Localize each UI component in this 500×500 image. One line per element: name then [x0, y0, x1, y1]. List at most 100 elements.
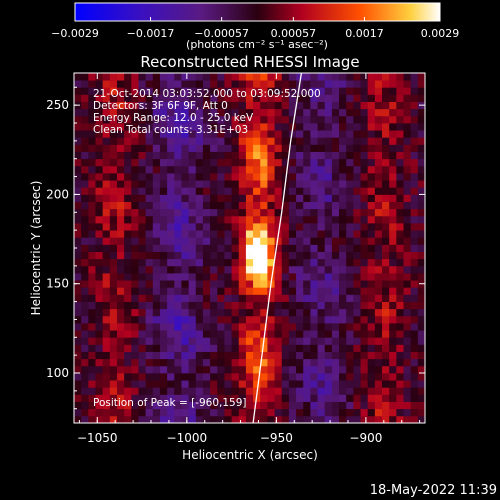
heatmap-cell	[346, 180, 354, 188]
heatmap-cell	[310, 337, 318, 345]
heatmap-cell	[181, 144, 190, 152]
heatmap-cell	[410, 244, 419, 252]
heatmap-cell	[417, 330, 425, 338]
heatmap-cell	[81, 330, 89, 338]
heatmap-cell	[217, 237, 225, 245]
heatmap-cell	[210, 358, 218, 367]
heatmap-cell	[88, 215, 96, 224]
heatmap-cell	[396, 87, 404, 95]
heatmap-cell	[138, 251, 147, 260]
heatmap-cell	[296, 158, 304, 167]
heatmap-cell	[410, 73, 419, 81]
heatmap-cell	[389, 301, 397, 310]
heatmap-cell	[88, 308, 96, 317]
heatmap-cell	[167, 115, 175, 124]
heatmap-cell	[353, 258, 361, 267]
heatmap-cell	[360, 337, 369, 345]
heatmap-cell	[382, 251, 390, 260]
heatmap-cell	[131, 158, 139, 167]
heatmap-cell	[389, 223, 397, 231]
heatmap-cell	[281, 94, 290, 102]
heatmap-cell	[138, 280, 147, 288]
heatmap-cell	[367, 244, 376, 252]
heatmap-cell	[224, 187, 232, 195]
heatmap-cell	[382, 223, 390, 231]
heatmap-cell	[367, 165, 376, 174]
heatmap-cell	[382, 158, 390, 167]
heatmap-cell	[224, 358, 232, 367]
heatmap-cell	[231, 415, 240, 423]
heatmap-cell	[374, 294, 383, 302]
heatmap-cell	[353, 294, 361, 302]
heatmap-cell	[109, 173, 118, 181]
heatmap-cell	[260, 301, 268, 310]
heatmap-cell	[145, 344, 154, 352]
heatmap-cell	[131, 180, 139, 188]
heatmap-cell	[267, 301, 275, 310]
heatmap-cell	[81, 94, 89, 102]
heatmap-cell	[267, 265, 275, 274]
heatmap-cell	[374, 208, 383, 217]
heatmap-cell	[174, 358, 182, 367]
heatmap-cell	[324, 230, 333, 238]
heatmap-cell	[224, 165, 232, 174]
heatmap-cell	[74, 123, 82, 131]
heatmap-cell	[303, 387, 311, 395]
heatmap-cell	[331, 294, 340, 302]
heatmap-cell	[324, 244, 333, 252]
heatmap-cell	[245, 401, 254, 410]
heatmap-cell	[389, 187, 397, 195]
heatmap-cell	[274, 73, 283, 81]
heatmap-cell	[303, 187, 311, 195]
heatmap-cell	[389, 251, 397, 260]
heatmap-cell	[95, 187, 104, 195]
heatmap-cell	[288, 387, 297, 395]
heatmap-cell	[138, 223, 147, 231]
heatmap-cell	[159, 258, 168, 267]
heatmap-cell	[260, 251, 268, 260]
heatmap-cell	[152, 265, 161, 274]
heatmap-cell	[210, 137, 218, 145]
heatmap-cell	[288, 415, 297, 423]
heatmap-cell	[317, 165, 326, 174]
heatmap-cell	[296, 108, 304, 117]
heatmap-cell	[417, 244, 425, 252]
heatmap-cell	[339, 294, 347, 302]
heatmap-cell	[353, 280, 361, 288]
heatmap-cell	[152, 123, 161, 131]
heatmap-cell	[317, 208, 326, 217]
heatmap-cell	[124, 315, 132, 324]
heatmap-cell	[116, 208, 125, 217]
heatmap-cell	[152, 287, 161, 295]
heatmap-cell	[310, 130, 318, 138]
heatmap-cell	[403, 337, 412, 345]
heatmap-cell	[74, 108, 82, 117]
heatmap-cell	[374, 380, 383, 388]
heatmap-cell	[238, 223, 247, 231]
heatmap-cell	[324, 94, 333, 102]
heatmap-cell	[253, 173, 261, 181]
heatmap-cell	[217, 94, 225, 102]
heatmap-cell	[116, 373, 125, 381]
heatmap-cell	[238, 187, 247, 195]
heatmap-cell	[217, 265, 225, 274]
heatmap-cell	[88, 244, 96, 252]
heatmap-cell	[152, 365, 161, 374]
heatmap-cell	[324, 73, 333, 81]
heatmap-cell	[116, 244, 125, 252]
heatmap-cell	[274, 308, 283, 317]
heatmap-cell	[260, 365, 268, 374]
heatmap-cell	[367, 208, 376, 217]
heatmap-cell	[195, 101, 204, 110]
heatmap-cell	[202, 80, 211, 88]
heatmap-cell	[360, 165, 369, 174]
heatmap-cell	[88, 151, 96, 160]
heatmap-cell	[396, 173, 404, 181]
heatmap-cell	[339, 87, 347, 95]
heatmap-cell	[353, 265, 361, 274]
heatmap-cell	[195, 194, 204, 202]
heatmap-cell	[195, 80, 204, 88]
heatmap-cell	[339, 330, 347, 338]
heatmap-cell	[138, 237, 147, 245]
heatmap-cell	[159, 344, 168, 352]
